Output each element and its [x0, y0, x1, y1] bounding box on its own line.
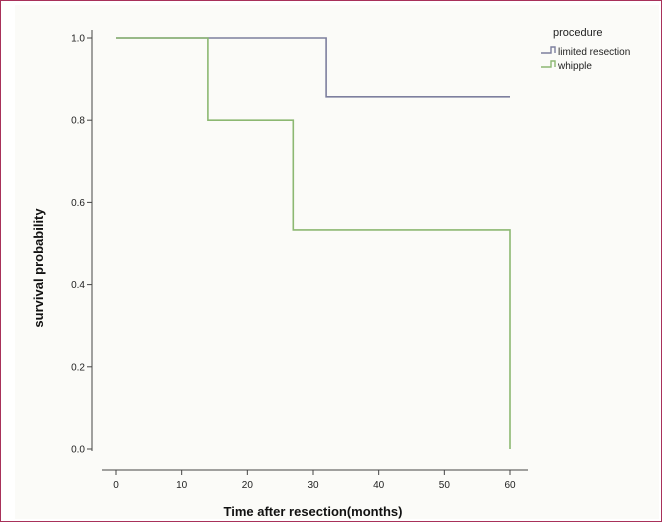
y-tick-label: 1.0	[71, 34, 85, 45]
legend-title: procedure	[553, 27, 603, 39]
series-line-limited-resection	[116, 37, 510, 98]
x-tick-label: 50	[439, 480, 451, 491]
x-tick-label: 20	[242, 480, 254, 491]
x-tick-label: 10	[176, 480, 188, 491]
series-line-whipple	[116, 37, 511, 449]
ticks: 0.0 0.2 0.4 0.6 0.8 1.0 0 10 20 30 40 50 60	[71, 34, 516, 492]
y-tick-label: 0.0	[71, 445, 85, 456]
x-tick-label: 60	[504, 480, 516, 491]
legend-label-limited-resection: limited resection	[558, 47, 630, 58]
x-axis-title: Time after resection(months)	[224, 504, 403, 519]
legend: procedure limited resection whipple	[541, 27, 630, 72]
y-tick-label: 0.8	[71, 116, 85, 127]
y-tick-label: 0.2	[71, 362, 85, 373]
axes	[91, 30, 528, 471]
series-lines	[116, 37, 511, 449]
x-tick-label: 30	[307, 480, 319, 491]
x-tick-label: 40	[373, 480, 385, 491]
plot-background	[15, 5, 659, 519]
legend-label-whipple: whipple	[557, 61, 592, 72]
y-tick-label: 0.6	[71, 198, 85, 209]
y-tick-label: 0.4	[71, 280, 85, 291]
legend-swatch-limited-resection	[541, 46, 556, 54]
y-axis-title: survival probability	[31, 208, 46, 328]
legend-swatch-whipple	[541, 60, 556, 68]
x-tick-label: 0	[113, 480, 119, 491]
